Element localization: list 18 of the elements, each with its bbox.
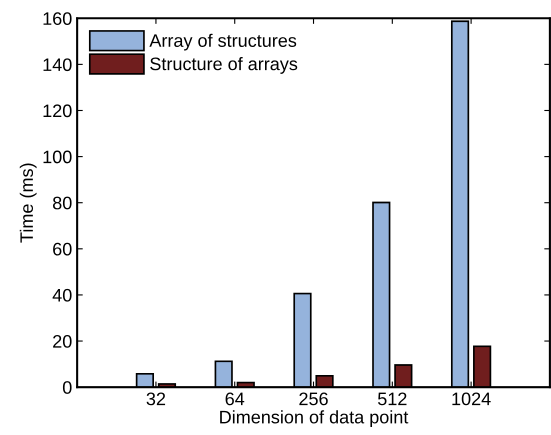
legend-label: Array of structures bbox=[149, 34, 296, 51]
x-axis-title: Dimension of data point bbox=[220, 410, 408, 428]
y-tick-label: 20 bbox=[53, 334, 72, 348]
x-tick-label: 1024 bbox=[452, 392, 491, 406]
y-axis-title: Time (ms) bbox=[20, 164, 37, 243]
y-tick-label: 0 bbox=[62, 381, 72, 394]
legend-label: Structure of arrays bbox=[150, 57, 298, 74]
y-tick-label: 40 bbox=[52, 288, 72, 302]
y-tick-label: 100 bbox=[44, 150, 72, 164]
y-tick-label: 120 bbox=[44, 104, 72, 118]
x-tick-label: 512 bbox=[378, 392, 406, 406]
y-tick-label: 160 bbox=[44, 12, 72, 25]
y-tick-label: 60 bbox=[53, 242, 72, 256]
y-tick-label: 140 bbox=[44, 58, 72, 72]
x-tick-label: 32 bbox=[146, 392, 166, 406]
y-tick-label: 80 bbox=[52, 196, 72, 210]
x-tick-label: 64 bbox=[226, 392, 244, 406]
x-tick-label: 256 bbox=[299, 392, 328, 406]
